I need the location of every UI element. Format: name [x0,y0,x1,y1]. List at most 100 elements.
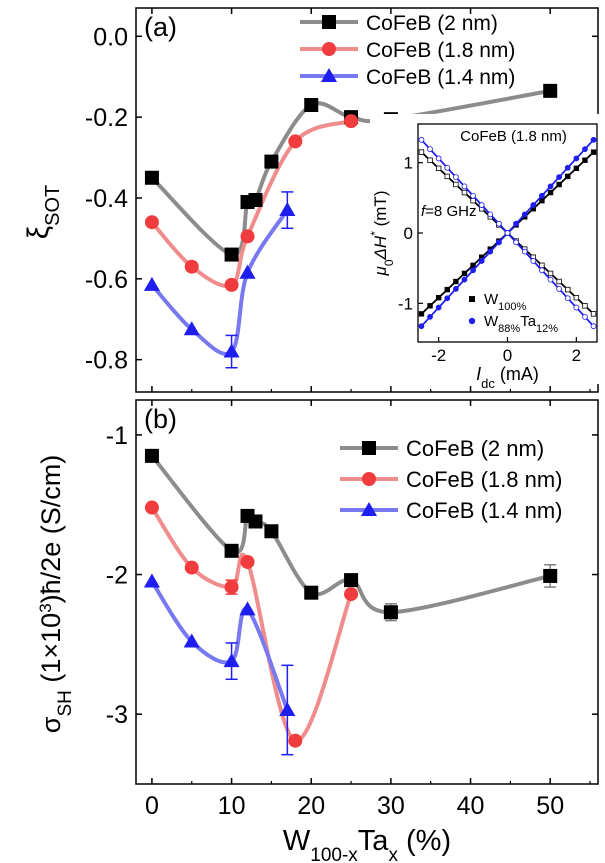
inset-data-point [582,146,588,153]
data-point [264,524,279,539]
legend-label: CoFeB (1.4 nm) [406,498,563,523]
inset-legend-label-part: Ta [520,313,537,330]
data-point [288,134,303,149]
data-point [344,573,359,588]
inset-data-point [573,165,580,172]
x-tick-label: 20 [297,792,325,820]
x-tick-label: 40 [457,792,485,820]
inset-data-point [564,164,571,171]
data-point [223,653,240,668]
inset-legend-label-part: 100% [498,301,526,313]
inset-data-point [564,295,571,302]
data-point [543,568,558,583]
inset-data-point [547,183,554,190]
inset-title: CoFeB (1.8 nm) [460,128,567,145]
y-axis-label-part: ξ [22,226,55,239]
y-axis-label: ξSOT [22,185,64,240]
inset-x-tick-label: 2 [572,346,581,365]
data-point [239,264,256,279]
series-line [150,506,353,743]
data-point [344,587,359,602]
inset-data-point [495,220,502,227]
inset-data-point [453,181,459,188]
inset-data-point [452,174,459,180]
inset-data-point [530,258,537,264]
inset-data-point [427,157,433,163]
legend-label: CoFeB (2 nm) [406,436,544,461]
inset-y-axis-label-part: (mT) [371,191,390,232]
data-point [144,448,159,463]
x-tick-label: 10 [218,792,246,820]
data-point [344,114,359,129]
inset-data-point [427,146,433,153]
x-axis-label-part: (%) [398,825,451,857]
inset-x-axis-label-part: (mA) [495,364,539,384]
x-tick-label: 0 [145,792,159,820]
data-point [183,633,200,648]
data-point [143,276,160,291]
inset-legend-label-part: W [484,291,499,308]
data-point [224,580,239,595]
inset-data-point [573,294,580,301]
inset-legend-label-part: 12% [536,323,558,335]
inset-data-point [573,155,580,162]
data-point [144,500,159,515]
inset-data-point [521,248,528,255]
data-point [248,193,263,207]
inset-data-point [582,157,588,163]
inset-data-point [418,323,425,330]
inset-data-point [435,294,442,301]
data-point [264,154,279,169]
inset-data-point [590,149,597,155]
inset-data-point [418,311,425,317]
inset-y-tick-label: 1 [404,154,413,173]
data-point [543,83,558,98]
inset-x-axis-label-part: dc [481,376,495,391]
x-axis-label-part: 100-x [310,845,358,863]
legend-marker [360,501,378,516]
inset-data-point [444,173,450,180]
x-tick-label: 50 [536,792,564,820]
panel-label: (b) [144,404,177,434]
data-point [223,343,240,358]
inset-x-tick-label: -2 [431,346,446,365]
inset-data-point [478,202,485,208]
inset-data-point [547,270,554,277]
y-axis-label: σSH (1×103)ħ/2e (S/cm) [36,455,76,733]
inset-legend-label-part: 88% [498,323,520,335]
data-point [184,560,199,575]
data-point [239,601,256,616]
inset-x-tick-label: 0 [503,346,512,365]
inset-legend-marker [469,296,475,302]
inset-legend-marker [468,317,476,325]
inset-y-tick-label: -1 [398,294,413,313]
inset-annotation-part: =8 GHz [425,203,476,220]
x-tick-label: 30 [377,792,405,820]
legend-marker [322,42,336,56]
panel-a: 0.0 -0.2 -0.4 -0.6 -0.8 (a) CoFeB (2 nm) CoFeB … [22,7,599,393]
data-point [248,514,263,529]
y-tick-label: 0.0 [93,23,128,51]
inset-data-point [444,164,451,171]
inset-data-point [444,286,450,293]
data-point [240,554,255,569]
inset-data-point [470,262,476,269]
x-axis-label-part: W [283,825,311,857]
data-point [143,573,160,588]
inset-data-point [453,278,459,285]
legend-label: CoFeB (2 nm) [366,12,498,35]
series-line [150,209,290,356]
inset-legend-label: W100% [484,291,527,313]
legend-marker [320,67,338,82]
inset-data-point [504,230,511,236]
data-point [224,543,239,558]
inset-y-axis-label-part: ΔH [371,235,390,260]
y-tick-label: -3 [106,701,128,729]
y-tick-label: -1 [106,422,128,450]
inset-y-axis-label-part: * [368,231,382,236]
data-point [240,229,255,244]
x-axis-label-part: Ta [358,825,390,857]
data-point [304,585,319,600]
data-point [144,170,159,185]
